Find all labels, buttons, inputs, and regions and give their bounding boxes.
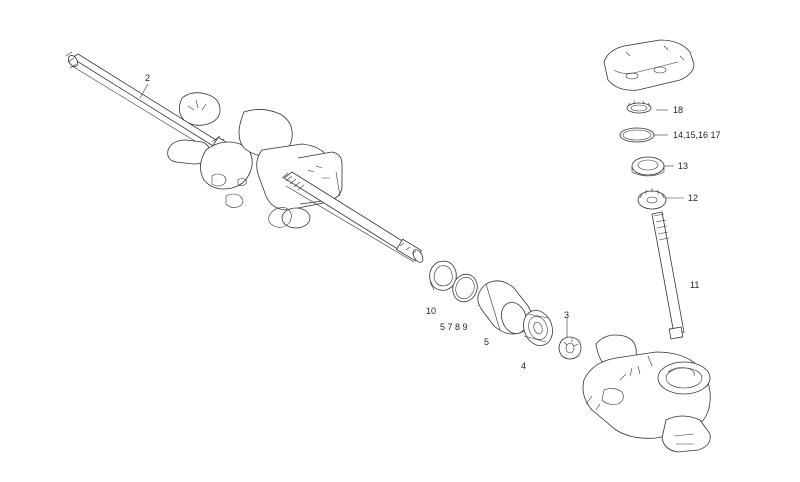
part-label-14-17: 14,15,16 17 — [673, 130, 721, 140]
part-label-10: 10 — [426, 306, 436, 316]
part-label-12: 12 — [688, 193, 698, 203]
top-o-ring — [619, 127, 655, 143]
top-bearing — [631, 156, 665, 177]
part-label-3: 3 — [564, 310, 569, 320]
bearing — [523, 310, 553, 346]
vertical-shaft — [651, 211, 685, 340]
output-shaft — [281, 171, 424, 263]
small-gear — [558, 336, 582, 360]
leader-lines — [139, 83, 684, 338]
small-ring — [626, 100, 652, 114]
part-label-18: 18 — [673, 105, 683, 115]
part-label-13: 13 — [678, 161, 688, 171]
angle-gearbox-housing — [582, 334, 711, 453]
cylinder-sleeve — [477, 280, 533, 335]
part-label-5: 5 — [484, 337, 489, 347]
bevel-gear — [637, 188, 667, 210]
part-label-2: 2 — [145, 73, 150, 83]
top-cover-plate — [603, 39, 695, 91]
part-label-11: 11 — [690, 280, 699, 290]
o-ring — [452, 273, 478, 303]
snap-ring — [429, 260, 457, 291]
part-label-4: 4 — [521, 361, 526, 371]
gear-housing — [167, 92, 343, 229]
part-label-5789: 5 7 8 9 — [440, 322, 468, 332]
